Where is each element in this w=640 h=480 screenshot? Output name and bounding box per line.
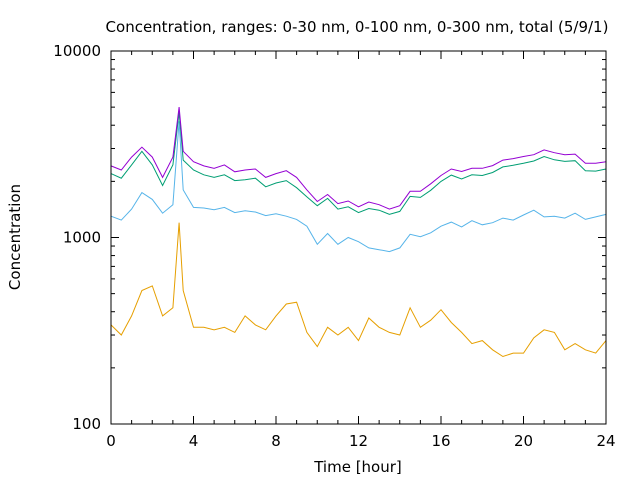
- y-tick-labels: 100 1000 10000: [53, 42, 101, 433]
- y-tick-label: 1000: [63, 229, 101, 247]
- chart-title: Concentration, ranges: 0-30 nm, 0-100 nm…: [106, 18, 609, 36]
- series-line-3: [110, 112, 607, 215]
- x-tick-label: 0: [106, 432, 116, 450]
- x-tick-label: 8: [271, 432, 281, 450]
- plot-frame: [110, 50, 607, 425]
- x-tick-label: 12: [349, 432, 368, 450]
- y-tick-label: 10000: [53, 42, 101, 60]
- series-line-1: [110, 222, 607, 358]
- x-tick-label: 16: [431, 432, 450, 450]
- series-line-2: [110, 121, 607, 253]
- series-line-4: [110, 107, 607, 210]
- x-tick-label: 20: [514, 432, 533, 450]
- y-axis-label: Concentration: [6, 184, 24, 290]
- x-tick-labels: 0 4 8 12 16 20 24: [106, 432, 615, 450]
- y-tick-label: 100: [72, 415, 101, 433]
- x-axis-label: Time [hour]: [313, 458, 402, 476]
- axis-ticks: [110, 50, 607, 425]
- x-tick-label: 24: [596, 432, 615, 450]
- x-tick-label: 4: [189, 432, 199, 450]
- plot-lines: [110, 107, 607, 358]
